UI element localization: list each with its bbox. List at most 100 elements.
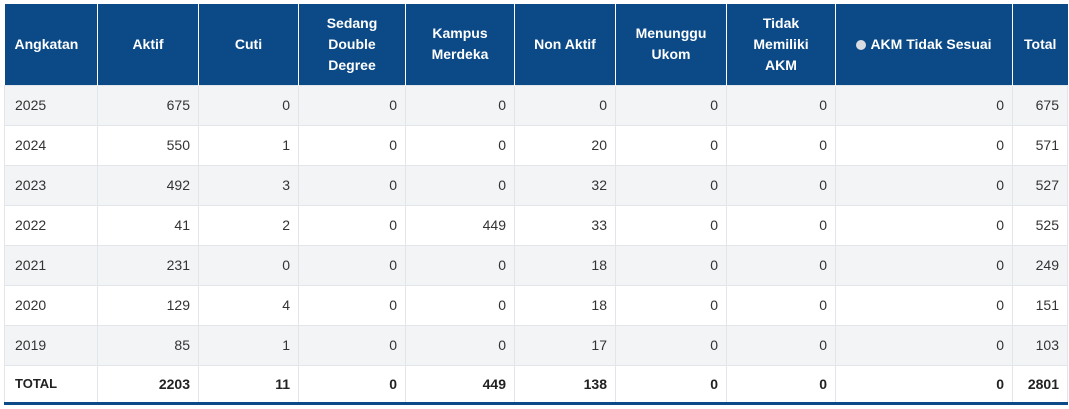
row-value-cell-akm-tidak-sesuai: 0 (835, 204, 1013, 246)
row-year-cell: 2024 (4, 124, 98, 166)
row-value-cell-akm-tidak-sesuai: 0 (835, 324, 1013, 366)
table-row: 2024 550 1 0 0 20 0 0 0 571 (4, 124, 1068, 166)
table-row: 2022 41 2 0 449 33 0 0 0 525 (4, 204, 1068, 246)
row-value-cell-sedang-double-degree: 0 (298, 84, 406, 126)
row-value-cell-sedang-double-degree: 0 (298, 204, 406, 246)
column-header-text: Memiliki (753, 35, 809, 52)
column-header-sedang-double-degree: Sedang Double Degree (298, 4, 406, 85)
row-year-cell: 2021 (4, 244, 98, 286)
row-value-cell-kampus-merdeka: 0 (405, 324, 515, 366)
row-value-cell-tidak-memiliki-akm: 0 (726, 164, 836, 206)
column-header-non-aktif: Non Aktif (514, 4, 616, 85)
column-header-text: Total (1024, 35, 1057, 52)
row-value-cell-cuti: 1 (198, 124, 299, 166)
row-value-cell-kampus-merdeka: 0 (405, 284, 515, 326)
row-value-cell-menunggu-ukom: 0 (615, 84, 727, 126)
row-value-cell-cuti: 2 (198, 204, 299, 246)
row-value-cell-non-aktif: 17 (514, 324, 616, 366)
row-value-cell-kampus-merdeka: 0 (405, 244, 515, 286)
total-row: TOTAL 2203 11 0 449 138 0 0 0 2801 (4, 364, 1068, 405)
row-value-cell-aktif: 231 (97, 244, 199, 286)
column-header-menunggu-ukom: Menunggu Ukom (615, 4, 727, 85)
row-value-cell-total: 571 (1012, 124, 1068, 166)
column-header-text: Degree (328, 56, 376, 73)
row-value-cell-non-aktif: 18 (514, 284, 616, 326)
row-value-cell-total: 103 (1012, 324, 1068, 366)
row-value-cell-non-aktif: 20 (514, 124, 616, 166)
row-value-cell-total: 525 (1012, 204, 1068, 246)
row-value-cell-cuti: 1 (198, 324, 299, 366)
total-value-tidak-memiliki-akm: 0 (726, 364, 836, 405)
table-row: 2023 492 3 0 0 32 0 0 0 527 (4, 164, 1068, 206)
row-value-cell-aktif: 41 (97, 204, 199, 246)
table-row: 2020 129 4 0 0 18 0 0 0 151 (4, 284, 1068, 326)
row-value-cell-aktif: 492 (97, 164, 199, 206)
row-value-cell-aktif: 129 (97, 284, 199, 326)
row-value-cell-menunggu-ukom: 0 (615, 204, 727, 246)
row-value-cell-menunggu-ukom: 0 (615, 124, 727, 166)
column-header-text: Menunggu (635, 25, 707, 42)
row-value-cell-kampus-merdeka: 0 (405, 164, 515, 206)
column-header-text: Kampus (432, 25, 488, 42)
column-header-text: AKM (765, 56, 797, 73)
row-value-cell-tidak-memiliki-akm: 0 (726, 124, 836, 166)
row-value-cell-akm-tidak-sesuai: 0 (835, 284, 1013, 326)
row-value-cell-sedang-double-degree: 0 (298, 244, 406, 286)
row-value-cell-cuti: 0 (198, 244, 299, 286)
column-header-kampus-merdeka: Kampus Merdeka (405, 4, 515, 85)
row-year-cell: 2022 (4, 204, 98, 246)
table-row: 2019 85 1 0 0 17 0 0 0 103 (4, 324, 1068, 366)
row-value-cell-akm-tidak-sesuai: 0 (835, 124, 1013, 166)
column-header-aktif: Aktif (97, 4, 199, 85)
table-body: 2025 675 0 0 0 0 0 0 0 675 2024 550 1 0 0 20 0 0 0 571 2023 4… (4, 84, 1068, 366)
row-value-cell-tidak-memiliki-akm: 0 (726, 84, 836, 126)
row-value-cell-total: 151 (1012, 284, 1068, 326)
row-value-cell-aktif: 85 (97, 324, 199, 366)
column-header-text: Sedang (326, 14, 378, 31)
student-status-table: Angkatan Aktif Cuti Sedang Double Degree Kampu… (4, 4, 1068, 405)
row-value-cell-non-aktif: 32 (514, 164, 616, 206)
row-value-cell-tidak-memiliki-akm: 0 (726, 284, 836, 326)
row-value-cell-aktif: 550 (97, 124, 199, 166)
total-value-menunggu-ukom: 0 (615, 364, 727, 405)
table-row: 2021 231 0 0 0 18 0 0 0 249 (4, 244, 1068, 286)
row-value-cell-sedang-double-degree: 0 (298, 324, 406, 366)
column-header-text: Tidak (762, 14, 800, 31)
column-header-text: Aktif (132, 35, 164, 52)
row-value-cell-cuti: 3 (198, 164, 299, 206)
row-value-cell-cuti: 4 (198, 284, 299, 326)
legend-dot-icon (856, 39, 867, 50)
row-value-cell-tidak-memiliki-akm: 0 (726, 324, 836, 366)
row-value-cell-tidak-memiliki-akm: 0 (726, 244, 836, 286)
row-value-cell-kampus-merdeka: 0 (405, 84, 515, 126)
total-value-akm-tidak-sesuai: 0 (835, 364, 1013, 405)
row-value-cell-menunggu-ukom: 0 (615, 244, 727, 286)
total-value-aktif: 2203 (97, 364, 199, 405)
total-value-non-aktif: 138 (514, 364, 616, 405)
header-row: Angkatan Aktif Cuti Sedang Double Degree Kampu… (4, 4, 1068, 85)
row-value-cell-menunggu-ukom: 0 (615, 164, 727, 206)
column-header-text: Merdeka (431, 46, 489, 63)
column-header-label: AKM Tidak Sesuai (842, 34, 1006, 55)
row-value-cell-sedang-double-degree: 0 (298, 164, 406, 206)
column-header-akm-tidak-sesuai[interactable]: AKM Tidak Sesuai (835, 4, 1013, 85)
row-value-cell-cuti: 0 (198, 84, 299, 126)
row-value-cell-total: 249 (1012, 244, 1068, 286)
data-table-container: Angkatan Aktif Cuti Sedang Double Degree Kampu… (4, 4, 1068, 405)
total-value-cuti: 11 (198, 364, 299, 405)
column-header-cuti: Cuti (198, 4, 299, 85)
total-value-sedang-double-degree: 0 (298, 364, 406, 405)
row-year-cell: 2025 (4, 84, 98, 126)
row-year-cell: 2023 (4, 164, 98, 206)
row-value-cell-aktif: 675 (97, 84, 199, 126)
row-value-cell-menunggu-ukom: 0 (615, 324, 727, 366)
row-value-cell-akm-tidak-sesuai: 0 (835, 164, 1013, 206)
column-header-total: Total (1012, 4, 1068, 85)
row-value-cell-total: 675 (1012, 84, 1068, 126)
total-value-kampus-merdeka: 449 (405, 364, 515, 405)
column-header-text: Double (328, 35, 376, 52)
row-value-cell-akm-tidak-sesuai: 0 (835, 244, 1013, 286)
column-header-text: Non Aktif (534, 35, 596, 52)
total-value-total: 2801 (1012, 364, 1068, 405)
row-value-cell-kampus-merdeka: 449 (405, 204, 515, 246)
